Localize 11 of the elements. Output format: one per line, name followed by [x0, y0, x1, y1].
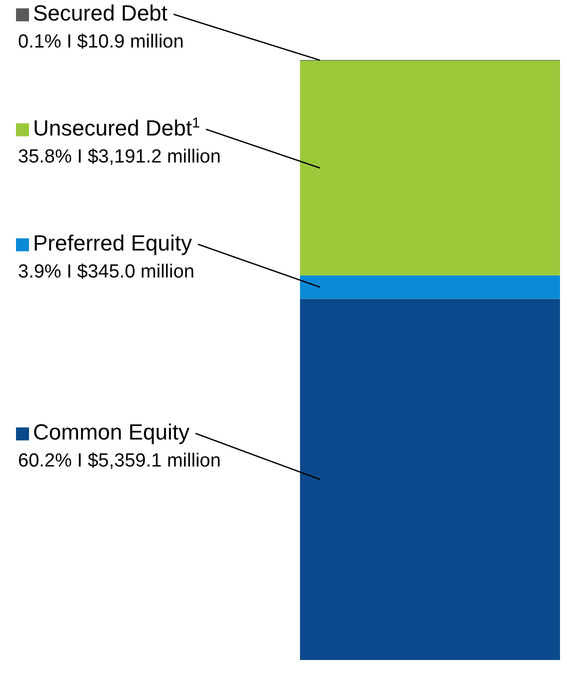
legend-label: Secured Debt [33, 0, 168, 26]
bar [300, 60, 560, 276]
data-label: 3.9% I $345.0 million [18, 261, 194, 282]
data-label: 35.8% I $3,191.2 million [18, 146, 221, 168]
legend-label: Common Equity [33, 419, 190, 444]
legend-label: Preferred Equity [33, 230, 192, 256]
data-label: 0.1% I $10.9 million [18, 31, 184, 52]
bar [300, 275, 560, 299]
data-label: 60.2% I $5,359.1 million [18, 450, 221, 472]
bar [300, 298, 560, 660]
legend-label: Unsecured Debt$^{1}$ [33, 115, 200, 140]
